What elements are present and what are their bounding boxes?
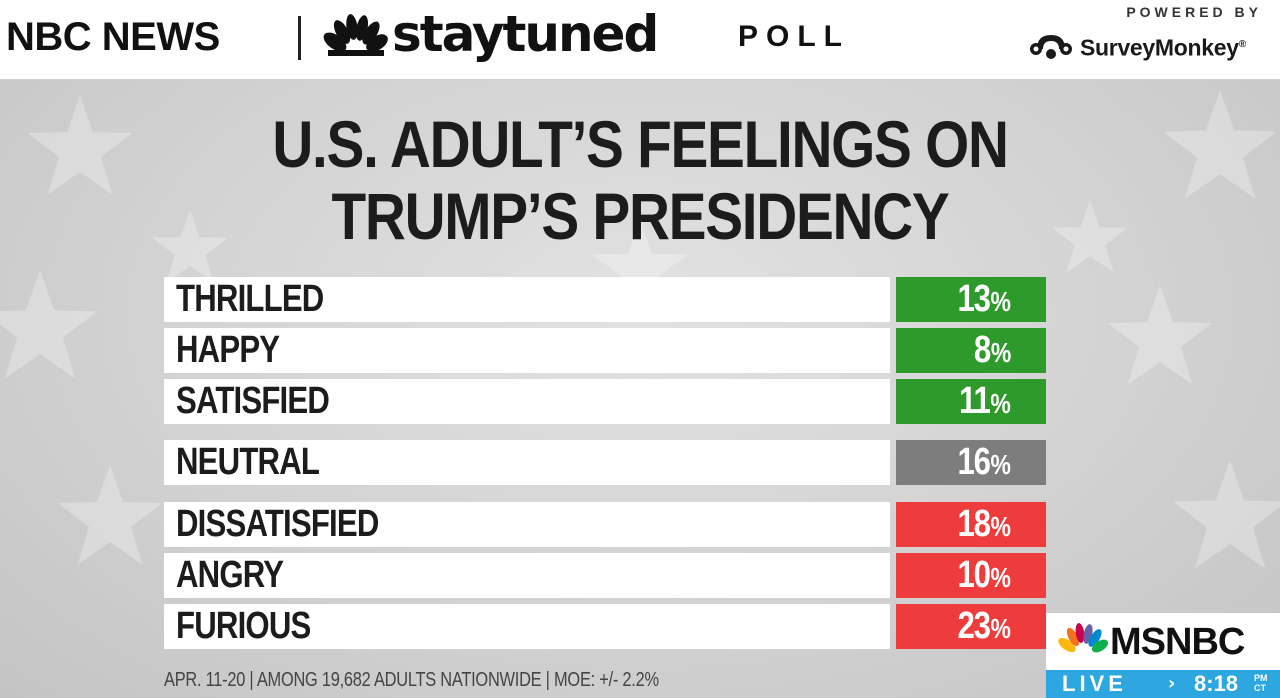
row-value: 16% [957,440,1011,487]
title-line-2: TRUMP’S PRESIDENCY [331,179,950,253]
row-value-unit: % [990,562,1011,593]
row-label: ANGRY [176,554,284,596]
title-line-1: U.S. ADULT’S FEELINGS ON [272,107,1009,181]
row-label-box: THRILLED [164,277,890,322]
row-label-box: DISSATISFIED [164,502,890,547]
row-label-box: ANGRY [164,553,890,598]
row-value-unit: % [990,337,1011,368]
msnbc-logo-box: MSNBC [1046,613,1280,670]
row-value-unit: % [990,286,1011,317]
row-label: NEUTRAL [176,441,320,483]
row-label-box: FURIOUS [164,604,890,649]
row-value: 23% [957,604,1011,651]
row-label: DISSATISFIED [176,503,379,545]
row-label: FURIOUS [176,605,311,647]
row-value-box: 16% [896,440,1046,485]
row-value: 18% [957,502,1011,549]
row-value-box: 13% [896,277,1046,322]
row-value-number: 10 [957,554,991,596]
row-value-box: 11% [896,379,1046,424]
row-value-box: 8% [896,328,1046,373]
msnbc-wordmark: MSNBC [1110,621,1245,663]
row-value-box: 10% [896,553,1046,598]
row-label: HAPPY [176,329,280,371]
row-value-number: 8 [973,329,991,371]
row-value: 10% [957,553,1011,600]
result-row-happy: HAPPY 8% [164,328,1046,373]
row-value-box: 18% [896,502,1046,547]
timezone-label: CT [1254,683,1266,693]
msnbc-peacock-icon [1058,623,1108,653]
powered-by-label: POWERED BY [1126,4,1262,20]
live-label: LIVE [1062,671,1127,696]
row-label: SATISFIED [176,380,330,422]
row-value-number: 18 [957,503,991,545]
poll-label: POLL [738,20,850,53]
row-value-unit: % [990,511,1011,542]
surveymonkey-logo: SurveyMonkey® [1080,30,1246,63]
row-label-box: NEUTRAL [164,440,890,485]
row-label: THRILLED [176,278,324,320]
row-value: 11% [959,379,1012,426]
row-value-unit: % [990,449,1011,480]
staytuned-logo: staytuned [392,5,659,63]
live-time: 8:18 [1194,671,1239,696]
result-row-neutral: NEUTRAL 16% [164,440,1046,485]
header-bar: NBC NEWS staytuned POLL POWERED BY Surve… [0,0,1280,80]
row-value-number: 23 [957,605,991,647]
nbc-news-logo: NBC NEWS [6,15,220,59]
row-value-unit: % [990,613,1011,644]
poll-title: U.S. ADULT’S FEELINGS ON TRUMP’S PRESIDE… [227,108,1053,252]
row-value-unit: % [990,388,1011,419]
row-value: 8% [973,328,1011,375]
row-label-box: HAPPY [164,328,890,373]
chevron-right-icon: › [1168,673,1176,694]
peacock-icon [323,14,388,56]
row-value-number: 16 [957,441,991,483]
result-row-furious: FURIOUS 23% [164,604,1046,649]
result-row-satisfied: SATISFIED 11% [164,379,1046,424]
row-value-number: 13 [957,278,991,320]
registered-mark: ® [1238,39,1246,50]
surveymonkey-text: SurveyMonkey [1080,34,1239,61]
ampm-label: PM [1254,673,1268,683]
row-label-box: SATISFIED [164,379,890,424]
header-divider [298,16,301,60]
live-bug: LIVE › 8:18 PM CT [1046,670,1280,698]
result-row-thrilled: THRILLED 13% [164,277,1046,322]
result-row-dissatisfied: DISSATISFIED 18% [164,502,1046,547]
live-ampm: PM CT [1254,673,1268,693]
poll-footnote: APR. 11-20 | AMONG 19,682 ADULTS NATIONW… [164,669,659,691]
result-row-angry: ANGRY 10% [164,553,1046,598]
row-value: 13% [957,277,1011,324]
surveymonkey-icon [1030,35,1072,59]
row-value-box: 23% [896,604,1046,649]
row-value-number: 11 [959,380,992,422]
